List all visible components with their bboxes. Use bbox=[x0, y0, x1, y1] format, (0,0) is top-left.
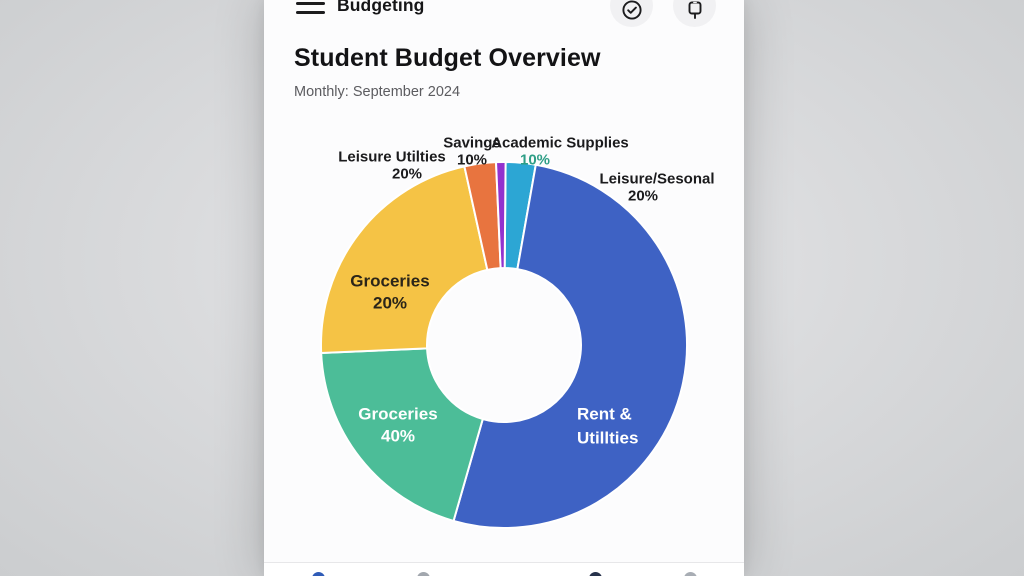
chart-label: Leisure/Sesonal bbox=[599, 170, 715, 188]
chart-label: Utillties bbox=[577, 428, 639, 448]
pie-slice-groceries[interactable] bbox=[320, 347, 485, 523]
chart-label: 10% bbox=[519, 151, 551, 169]
chart-label: 20% bbox=[372, 293, 408, 313]
budget-donut-chart: Leisure Utilties 20% Savings 10% Academic Su… bbox=[264, 0, 744, 562]
app-title: Budgeting bbox=[337, 0, 425, 15]
nav-tab-4[interactable] bbox=[684, 572, 697, 576]
device-icon bbox=[688, 1, 701, 19]
chart-label: Rent & bbox=[577, 404, 632, 424]
hamburger-menu-icon[interactable] bbox=[296, 0, 325, 17]
chart-label: Groceries bbox=[358, 404, 438, 424]
chart-label: Groceries bbox=[350, 271, 430, 291]
chart-label: Leisure Utilties bbox=[338, 148, 446, 166]
nav-tab-1-active[interactable] bbox=[312, 572, 325, 576]
chart-label: Savings bbox=[443, 134, 501, 152]
bottom-nav-bar bbox=[264, 563, 744, 576]
nav-tab-3[interactable] bbox=[589, 572, 602, 576]
chart-label: 20% bbox=[391, 165, 423, 183]
chart-label: 40% bbox=[380, 426, 416, 446]
page-subtitle: Monthly: September 2024 bbox=[294, 84, 461, 100]
chart-label: Academic Supplies bbox=[491, 134, 629, 152]
chart-label: 10% bbox=[456, 151, 488, 169]
donut-chart-svg bbox=[320, 161, 688, 529]
check-circle-icon bbox=[621, 0, 642, 20]
pie-slice-groceries[interactable] bbox=[320, 165, 489, 355]
app-window: Budgeting Student Budget Overview Monthl… bbox=[264, 0, 744, 576]
pie-slice-leisure-utilties[interactable] bbox=[494, 161, 507, 270]
nav-tab-2[interactable] bbox=[417, 572, 430, 576]
page-title: Student Budget Overview bbox=[294, 44, 601, 72]
pie-slice-rent-utillties-leisure-sesonal[interactable] bbox=[452, 163, 688, 529]
bottom-nav-divider bbox=[264, 562, 744, 563]
app-header: Budgeting bbox=[264, 0, 744, 36]
chart-label: 20% bbox=[627, 187, 659, 205]
